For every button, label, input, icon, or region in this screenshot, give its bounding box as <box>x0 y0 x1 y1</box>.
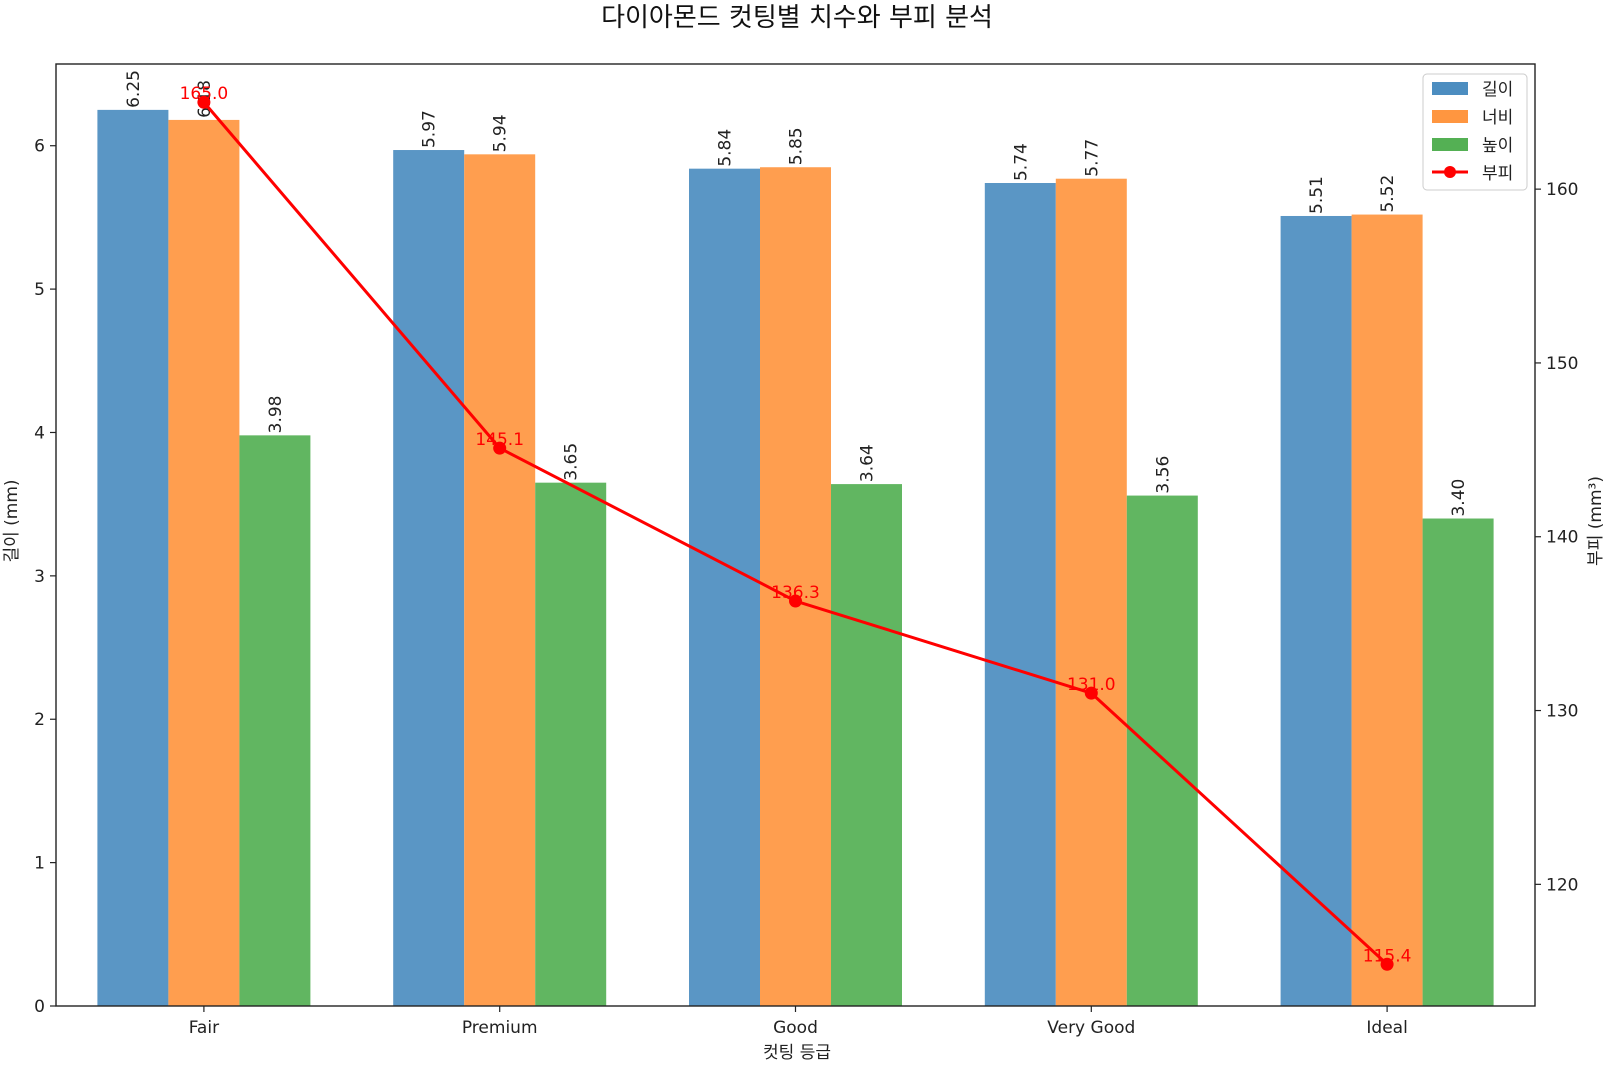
bar-label-width-4: 5.52 <box>1378 175 1398 213</box>
y2-tick-label-2: 140 <box>1546 528 1578 548</box>
legend-label-volume: 부피 <box>1482 164 1513 184</box>
bar-label-width-1: 5.94 <box>491 114 511 152</box>
volume-label-2: 136.3 <box>771 583 820 603</box>
volume-marker-3 <box>1084 686 1098 700</box>
x-tick-label-4: Ideal <box>1366 1018 1407 1038</box>
bar-label-length-0: 6.25 <box>124 70 144 108</box>
x-tick-label-2: Good <box>773 1018 818 1038</box>
bar-label-length-4: 5.51 <box>1307 176 1327 214</box>
line-layer: 165.0 145.1 136.3 131.0 115.4 <box>180 84 1412 971</box>
x-tick-label-3: Very Good <box>1047 1018 1135 1038</box>
y-tick-label-1: 1 <box>34 854 45 874</box>
bar-width-2 <box>760 167 831 1006</box>
chart-title: 다이아몬드 컷팅별 치수와 부피 분석 <box>601 3 993 33</box>
legend-label-height: 높이 <box>1482 136 1513 156</box>
volume-label-3: 131.0 <box>1067 675 1116 695</box>
legend-marker-volume <box>1444 166 1456 178</box>
legend-swatch-height <box>1432 138 1468 151</box>
bar-height-2 <box>831 484 902 1006</box>
bars-layer: 6.255.975.845.745.516.185.945.855.775.52… <box>97 70 1494 1007</box>
bar-label-height-1: 3.65 <box>562 443 582 481</box>
legend-frame <box>1422 73 1528 191</box>
y2-tick-label-4: 160 <box>1546 180 1578 200</box>
bar-height-1 <box>535 482 607 1007</box>
bar-height-0 <box>239 435 311 1007</box>
bar-label-height-2: 3.64 <box>858 444 878 482</box>
y-tick-label-6: 6 <box>34 137 45 157</box>
volume-marker-1 <box>493 441 507 455</box>
bar-width-0 <box>168 119 240 1007</box>
bar-label-height-4: 3.40 <box>1449 479 1469 517</box>
x-axis-title: 컷팅 등급 <box>763 1043 831 1063</box>
y2-tick-label-0: 120 <box>1546 875 1578 895</box>
legend-swatch-width <box>1432 110 1468 123</box>
bar-label-length-1: 5.97 <box>420 110 440 148</box>
y-tick-label-2: 2 <box>34 710 45 730</box>
legend-label-length: 길이 <box>1482 80 1513 100</box>
y-tick-label-0: 0 <box>34 997 45 1017</box>
volume-marker-2 <box>789 594 802 608</box>
bar-height-4 <box>1422 518 1494 1006</box>
volume-marker-0 <box>197 95 211 109</box>
bar-label-width-2: 5.85 <box>787 127 807 165</box>
legend-label-width: 너비 <box>1482 108 1513 128</box>
volume-label-1: 145.1 <box>475 430 524 450</box>
legend-swatch-length <box>1432 82 1468 95</box>
legend: 길이 너비 높이 부피 <box>1422 73 1528 191</box>
y2-tick-label-3: 150 <box>1546 354 1578 374</box>
bar-length-4 <box>1280 215 1352 1006</box>
y2-axis-title: 부피 (mm³) <box>1586 476 1606 566</box>
y-tick-label-3: 3 <box>34 567 45 587</box>
bar-width-3 <box>1055 178 1127 1007</box>
x-tick-label-1: Premium <box>462 1018 538 1038</box>
bar-label-height-0: 3.98 <box>266 395 286 433</box>
bar-label-width-3: 5.77 <box>1082 139 1102 177</box>
y-axis-title: 길이 (mm) <box>2 479 22 562</box>
bar-length-1 <box>393 150 465 1006</box>
bar-width-1 <box>464 154 536 1007</box>
x-tick-label-0: Fair <box>189 1018 219 1038</box>
bar-length-0 <box>97 109 169 1006</box>
bar-height-3 <box>1126 495 1198 1006</box>
y2-tick-label-1: 130 <box>1546 702 1578 722</box>
volume-marker-4 <box>1380 957 1394 971</box>
y-tick-label-4: 4 <box>34 423 45 443</box>
bar-label-length-2: 5.84 <box>716 129 736 167</box>
bar-label-length-3: 5.74 <box>1011 143 1031 181</box>
volume-label-0: 165.0 <box>180 84 229 104</box>
volume-label-4: 115.4 <box>1363 946 1412 966</box>
bar-length-3 <box>984 183 1056 1006</box>
y-tick-label-5: 5 <box>34 280 45 300</box>
axes-layer: 0 1 2 3 4 5 6 120 130 140 150 160 Fair Premium Good Ver… <box>34 63 1578 1038</box>
bar-width-4 <box>1351 214 1423 1006</box>
bar-label-height-3: 3.56 <box>1153 456 1173 494</box>
bar-length-2 <box>689 168 760 1006</box>
